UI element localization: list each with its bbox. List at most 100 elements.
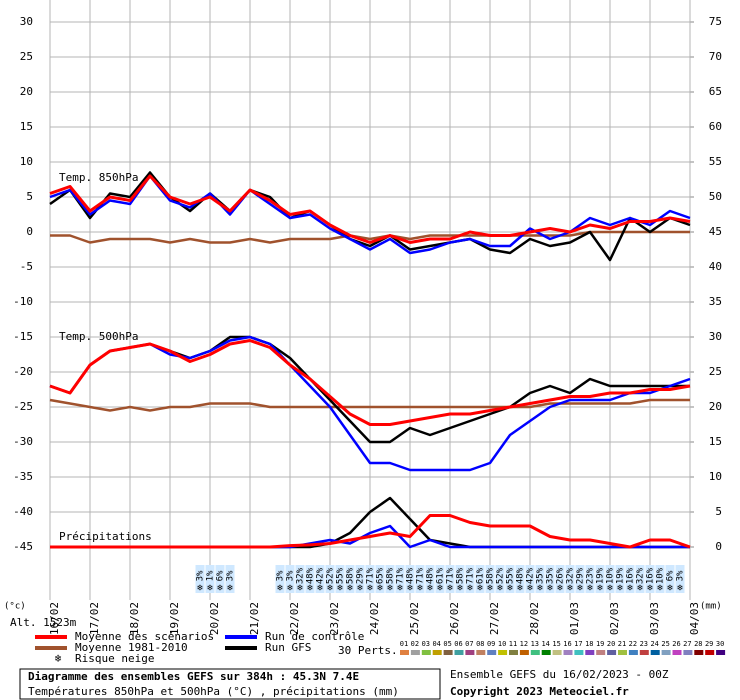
snow-risk-bar <box>555 565 565 593</box>
snow-risk-label: 35% <box>546 567 556 584</box>
snow-risk-label: 55% <box>336 567 346 584</box>
y-tick-label: -45 <box>13 540 33 553</box>
snowflake: ❄ <box>55 652 62 665</box>
snow-risk-label: 3% <box>286 570 296 581</box>
x-tick-label: 26/02 <box>448 602 461 635</box>
snow-risk-bar <box>525 565 535 593</box>
perturbation-name: 26 <box>672 640 680 648</box>
y-tick-label: 0 <box>26 225 33 238</box>
snowflake: ❄ <box>377 584 383 594</box>
snowflake: ❄ <box>647 584 653 594</box>
perturbations-label: 30 Perts. <box>338 644 398 657</box>
perturbation-name: 01 <box>400 640 408 648</box>
snowflake: ❄ <box>407 584 413 594</box>
perturbation-name: 04 <box>432 640 440 648</box>
snowflake: ❄ <box>197 584 203 594</box>
snow-risk-label: 58% <box>456 567 466 584</box>
snowflake: ❄ <box>217 584 223 594</box>
snow-risk-label: 32% <box>566 567 576 584</box>
y-tick-label: 15 <box>20 120 33 133</box>
perturbation-name: 25 <box>661 640 669 648</box>
perturbation-swatch <box>618 650 627 655</box>
perturbation-swatch <box>432 650 442 655</box>
perturbation-name: 24 <box>650 640 658 648</box>
snow-risk-label: 61% <box>436 567 446 584</box>
perturbation-name: 03 <box>422 640 430 648</box>
y2-tick-label: 60 <box>709 120 722 133</box>
snowflake: ❄ <box>547 584 553 594</box>
x-tick-label: 28/02 <box>528 602 541 635</box>
snow-risk-bar <box>325 565 335 593</box>
snowflake: ❄ <box>387 584 393 594</box>
x-tick-label: 23/02 <box>328 602 341 635</box>
snow-risk-bar <box>565 565 575 593</box>
perturbation-swatch <box>607 650 617 655</box>
snow-risk-bar <box>595 565 605 593</box>
copyright: Copyright 2023 Meteociel.fr <box>450 685 629 698</box>
series-line <box>49 174 691 244</box>
snow-risk-bar <box>385 565 395 593</box>
snow-risk-label: 71% <box>466 567 476 584</box>
perturbation-name: 14 <box>541 640 549 648</box>
snow-risk-bar <box>465 565 475 593</box>
y2-tick-label: 55 <box>709 155 722 168</box>
y2-tick-label: 20 <box>709 400 722 413</box>
snowflake: ❄ <box>557 584 563 594</box>
perturbation-name: 28 <box>694 640 702 648</box>
snow-risk-label: 10% <box>606 567 616 584</box>
chart-subtitle: Températures 850hPa et 500hPa (°C) , pré… <box>28 685 399 698</box>
snowflake: ❄ <box>587 584 593 594</box>
snow-risk-label: 71% <box>416 567 426 584</box>
snowflake: ❄ <box>357 584 363 594</box>
snow-risk-label: 6% <box>216 570 226 581</box>
x-tick-label: 19/02 <box>168 602 181 635</box>
perturbation-name: 29 <box>705 640 713 648</box>
snow-risk-label: 32% <box>296 567 306 584</box>
y-tick-label: -40 <box>13 505 33 518</box>
perturbation-swatch <box>476 650 486 655</box>
snow-risk-bar <box>215 565 225 593</box>
snowflake: ❄ <box>447 584 453 594</box>
snowflake: ❄ <box>307 584 313 594</box>
x-tick-label: 20/02 <box>208 602 221 635</box>
snowflake: ❄ <box>537 584 543 594</box>
snow-risk-bar <box>585 565 595 593</box>
snow-risk-label: 3% <box>276 570 286 581</box>
snow-risk-label: 48% <box>406 567 416 584</box>
snow-risk-bar <box>225 565 235 593</box>
snow-risk-label: 16% <box>626 567 636 584</box>
snow-risk-bar <box>485 565 495 593</box>
perturbation-name: 23 <box>640 640 648 648</box>
perturbation-swatch <box>639 650 649 655</box>
snowflake: ❄ <box>287 584 293 594</box>
snow-risk-bar <box>665 565 675 593</box>
snowflake: ❄ <box>457 584 463 594</box>
snowflake: ❄ <box>227 584 233 594</box>
snow-risk-bar <box>365 565 375 593</box>
group-label: Temp. 850hPa <box>59 171 138 184</box>
perturbation-name: 30 <box>716 640 724 648</box>
snowflake: ❄ <box>507 584 513 594</box>
y2-tick-label: 70 <box>709 50 722 63</box>
perturbation-swatch <box>421 650 431 655</box>
perturbation-name: 21 <box>618 640 626 648</box>
perturbation-swatch <box>400 650 409 655</box>
snowflake: ❄ <box>297 584 303 594</box>
snow-risk-bar <box>205 565 215 593</box>
perturbation-swatch <box>585 650 595 655</box>
snowflake: ❄ <box>327 584 333 594</box>
snowflake: ❄ <box>317 584 323 594</box>
snowflake: ❄ <box>207 584 213 594</box>
series-line <box>49 398 690 412</box>
snow-risk-label: 26% <box>556 567 566 584</box>
x-tick-label: 22/02 <box>288 602 301 635</box>
perturbation-name: 16 <box>563 640 571 648</box>
snowflake: ❄ <box>467 584 473 594</box>
snow-risk-label: 16% <box>646 567 656 584</box>
perturbation-swatch <box>716 650 726 655</box>
snow-risk-bar <box>495 565 505 593</box>
x-tick-label: 17/02 <box>88 602 101 635</box>
snowflake: ❄ <box>397 584 403 594</box>
perturbation-name: 07 <box>465 640 473 648</box>
snowflake: ❄ <box>677 584 683 594</box>
